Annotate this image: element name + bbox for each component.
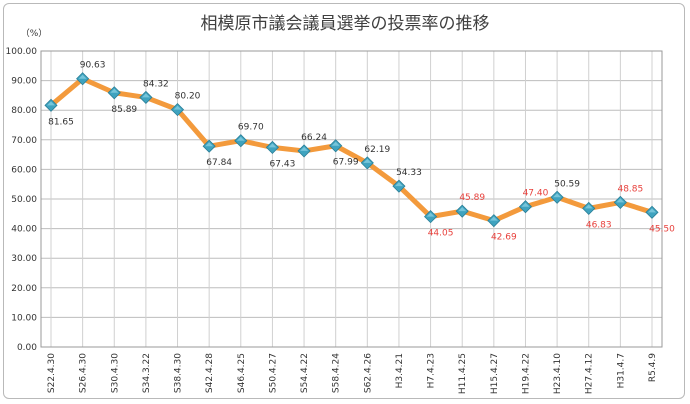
data-label: 80.20: [175, 92, 201, 102]
data-label: 45.89: [459, 193, 485, 203]
x-tick-label: H3.4.21: [395, 353, 405, 388]
data-label: 47.40: [523, 189, 549, 199]
x-tick-label: S62.4.26: [363, 353, 373, 393]
x-tick-label: R5.4.9: [648, 353, 658, 382]
y-tick-label: 60.00: [11, 165, 37, 175]
data-label: 50.59: [554, 179, 580, 189]
y-tick-label: 30.00: [11, 254, 37, 264]
data-labels: 81.65 90.63 85.89 84.32 80.20 67.84 69.70 67.43…: [48, 61, 675, 243]
y-tick-label: 80.00: [11, 106, 37, 116]
data-point-highlight: [489, 216, 498, 221]
x-tick-label: S58.4.24: [332, 353, 342, 393]
data-point-highlight: [363, 158, 372, 163]
data-label: 67.99: [333, 158, 359, 168]
series-line: [49, 76, 653, 224]
x-tick-label: S42.4.28: [205, 353, 215, 393]
data-point-highlight: [394, 182, 403, 187]
y-axis-unit-label: （%）: [21, 28, 48, 39]
data-label: 48.85: [617, 184, 643, 194]
data-label: 85.89: [111, 105, 137, 115]
data-point-highlight: [110, 88, 119, 93]
data-point-highlight: [553, 193, 562, 198]
x-tick-label: H19.4.22: [521, 353, 531, 394]
data-label: 62.19: [364, 145, 390, 155]
plot-area: [40, 50, 663, 348]
data-label: 90.63: [80, 61, 106, 71]
x-tick-label: H11.4.25: [458, 353, 468, 394]
data-point-highlight: [521, 202, 530, 207]
y-tick-label: 0.00: [17, 343, 37, 353]
data-point-highlight: [616, 198, 625, 203]
x-tick-label: H7.4.23: [427, 353, 437, 388]
data-label: 45.50: [649, 224, 675, 234]
data-point-highlight: [268, 143, 277, 148]
y-axis: 0.00 10.00 20.00 30.00 40.00 50.00 60.00 70.00 8…: [6, 47, 38, 353]
data-label: 54.33: [396, 168, 422, 178]
data-point-highlight: [141, 93, 150, 98]
x-axis: S22.4.30 S26.4.30 S30.4.30 S34.3.22 S38.4.30…: [47, 353, 658, 394]
data-label: 67.84: [206, 158, 232, 168]
data-point-highlight: [173, 105, 182, 110]
data-point-highlight: [47, 101, 55, 106]
x-tick-label: H31.4.7: [616, 353, 626, 388]
data-point-highlight: [458, 207, 467, 212]
data-label: 42.69: [491, 233, 517, 243]
x-tick-label: S26.4.30: [79, 353, 89, 393]
y-tick-label: 10.00: [11, 313, 37, 323]
y-tick-label: 90.00: [11, 77, 37, 87]
y-tick-label: 50.00: [11, 195, 37, 205]
data-point-highlight: [331, 141, 340, 146]
x-tick-label: S54.4.22: [300, 353, 310, 393]
data-label: 67.43: [270, 159, 296, 169]
data-point-highlight: [648, 208, 656, 213]
x-tick-label: S22.4.30: [47, 353, 57, 393]
data-label: 44.05: [428, 229, 454, 239]
y-tick-label: 70.00: [11, 136, 37, 146]
y-tick-label: 20.00: [11, 284, 37, 294]
series: [44, 72, 659, 228]
x-tick-label: S34.3.22: [142, 353, 152, 393]
data-point-highlight: [205, 142, 214, 147]
x-tick-label: S50.4.27: [268, 353, 278, 393]
x-tick-label: S46.4.25: [237, 353, 247, 393]
chart-title: 相模原市議会議員選挙の投票率の推移: [201, 14, 490, 34]
data-point-highlight: [300, 146, 309, 151]
y-tick-label: 100.00: [6, 47, 38, 57]
x-tick-label: H15.4.27: [490, 353, 500, 394]
data-point-highlight: [426, 212, 435, 217]
data-label: 46.83: [586, 220, 612, 230]
data-label: 81.65: [48, 117, 74, 127]
data-label: 84.32: [143, 79, 169, 89]
data-label: 69.70: [238, 123, 264, 133]
data-point-highlight: [584, 204, 593, 209]
data-point-highlight: [78, 74, 87, 79]
x-tick-label: S38.4.30: [174, 353, 184, 393]
x-tick-label: H23.4.10: [553, 353, 563, 394]
y-tick-label: 40.00: [11, 225, 37, 235]
data-point-highlight: [236, 136, 245, 141]
x-tick-label: S30.4.30: [110, 353, 120, 393]
x-tick-label: H27.4.12: [585, 353, 595, 394]
data-label: 66.24: [301, 133, 327, 143]
